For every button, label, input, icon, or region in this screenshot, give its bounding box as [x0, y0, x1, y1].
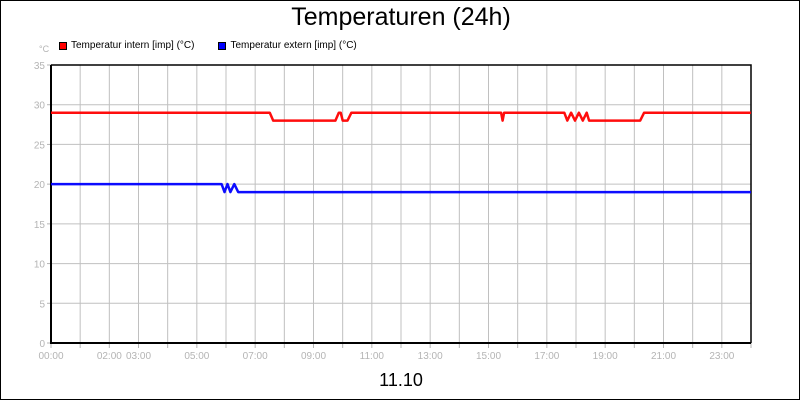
legend-label-intern: Temperatur intern [imp] (°C) [71, 40, 195, 51]
series-line-extern [51, 182, 751, 194]
y-tick-label: 10 [34, 260, 46, 271]
y-tick-label: 30 [34, 101, 46, 112]
plot-axes [50, 65, 751, 344]
x-tick-label: 05:00 [184, 351, 209, 362]
y-tick-label: 15 [34, 220, 46, 231]
x-tick-label: 23:00 [709, 351, 734, 362]
x-tick-label: 00:00 [38, 351, 63, 362]
x-tick-label: 11:00 [360, 351, 385, 362]
x-tick-label: 17:00 [534, 351, 559, 362]
legend-item-intern: Temperatur intern [imp] (°C) [59, 40, 194, 51]
plot-border [51, 64, 752, 343]
legend: Temperatur intern [imp] (°C) Temperatur … [59, 40, 357, 51]
x-tick-label: 21:00 [651, 351, 676, 362]
y-tick-label: 20 [34, 180, 46, 191]
x-tick-label: 15:00 [476, 351, 501, 362]
series-line-intern [51, 111, 751, 122]
x-tick-label: 03:00 [126, 351, 151, 362]
y-tick-label: 0 [39, 339, 45, 350]
y-tick-label: 5 [39, 299, 45, 310]
y-tick-label: 25 [34, 140, 46, 151]
x-tick-label: 09:00 [301, 351, 326, 362]
x-tick-label: 07:00 [243, 351, 268, 362]
legend-label-extern: Temperatur extern [imp] (°C) [230, 40, 357, 51]
x-tick-label: 02:00 [97, 351, 122, 362]
x-tick-label: 19:00 [593, 351, 618, 362]
y-axis-unit: °C [39, 44, 50, 54]
date-label: 11.10 [379, 370, 423, 390]
x-tick-label: 13:00 [418, 351, 443, 362]
legend-swatch-intern [59, 41, 67, 50]
legend-swatch-extern [218, 41, 227, 50]
y-tick-label: 35 [34, 61, 46, 72]
chart-title: Temperaturen (24h) [291, 3, 511, 31]
legend-item-extern: Temperatur extern [imp] (°C) [218, 40, 357, 51]
